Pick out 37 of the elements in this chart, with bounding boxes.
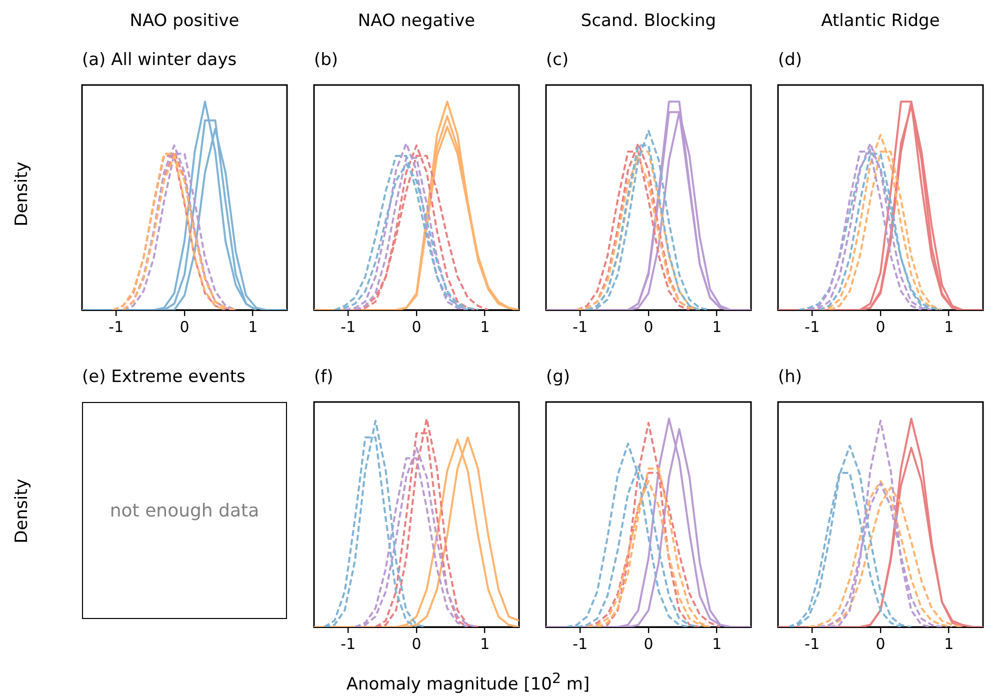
x-tick-label: -1: [572, 634, 588, 653]
x-tick-label: -1: [804, 634, 820, 653]
x-tick-label: -1: [340, 634, 356, 653]
x-tick-label: -1: [804, 318, 820, 336]
chart-title: (g): [546, 367, 570, 387]
chart-subtitle: (d): [778, 50, 802, 70]
x-tick-label: 1: [944, 318, 954, 336]
x-tick-label: 1: [712, 634, 722, 653]
x-tick-label: 1: [944, 634, 954, 653]
chart-title: NAO positive: [130, 11, 240, 31]
x-tick-label: -1: [340, 318, 356, 336]
chart-title: (h): [778, 367, 802, 387]
chart-subtitle: (c): [546, 50, 569, 70]
x-tick-label: 0: [412, 318, 422, 336]
chart-title: Scand. Blocking: [580, 11, 716, 31]
x-tick-label: 1: [480, 634, 490, 653]
x-axis-title: Anomaly magnitude [10$^{2}$ m]: [346, 671, 590, 695]
x-tick-label: 0: [876, 318, 886, 336]
text: (e) Extreme events: [82, 367, 246, 387]
chart-subtitle: (a) All winter days: [82, 50, 237, 70]
chart-title: Atlantic Ridge: [821, 11, 940, 31]
x-tick-label: 0: [876, 634, 886, 653]
text: not enough data: [108, 500, 260, 521]
text: Density: [12, 478, 32, 543]
chart-title: NAO negative: [358, 11, 476, 31]
x-tick-label: 0: [644, 318, 654, 336]
x-tick-label: -1: [572, 318, 588, 336]
y-axis-title: Density: [12, 161, 32, 226]
x-tick-label: 0: [644, 634, 654, 653]
x-tick-label: 0: [412, 634, 422, 653]
chart-subtitle: (b): [314, 50, 338, 70]
x-tick-label: 1: [712, 318, 722, 336]
chart-title: (f): [314, 367, 334, 387]
x-tick-label: -1: [108, 318, 124, 336]
x-tick-label: 0: [180, 318, 190, 336]
x-tick-label: 1: [480, 318, 490, 336]
x-tick-label: 1: [248, 318, 258, 336]
